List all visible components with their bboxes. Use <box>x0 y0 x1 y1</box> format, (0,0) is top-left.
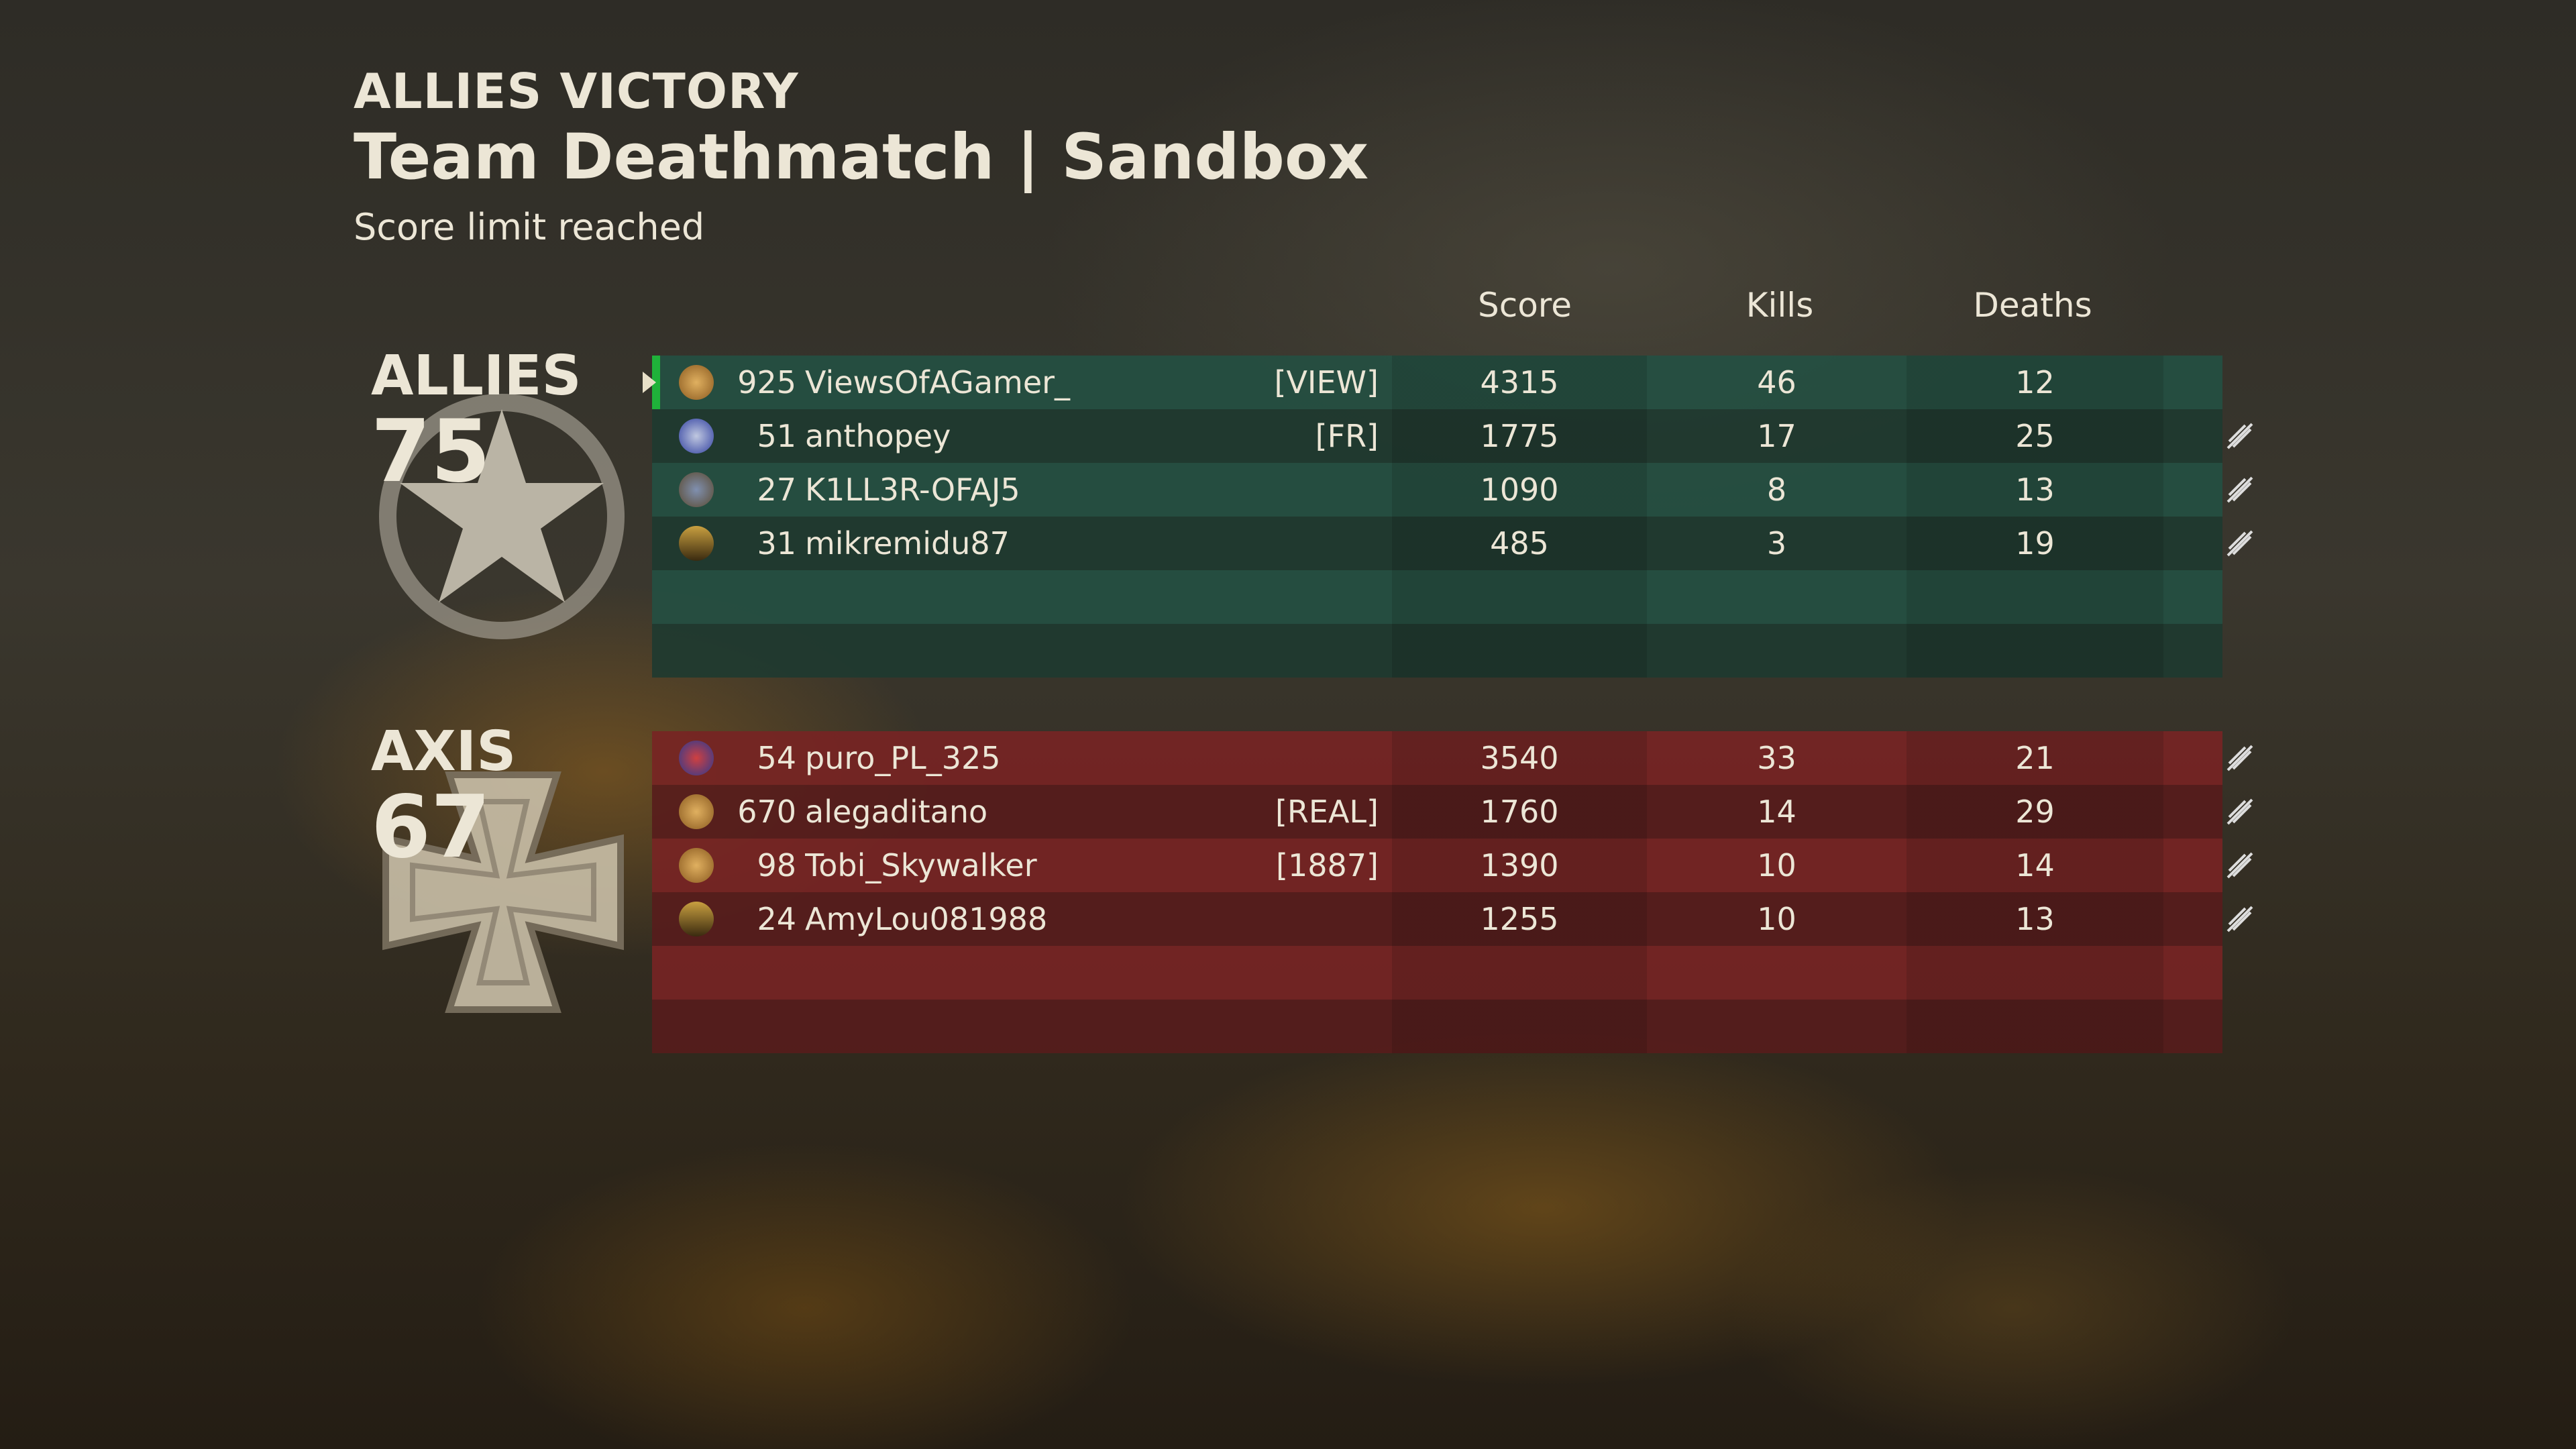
player-score: 1390 <box>1480 847 1559 883</box>
player-clan: [FR] <box>1315 418 1379 454</box>
player-rank: 24 <box>757 901 796 937</box>
player-row[interactable]: 98 Tobi_Skywalker [1887] 1390 10 14 <box>652 839 2253 892</box>
sergeant-chevron-icon <box>679 526 714 561</box>
player-deaths: 25 <box>2015 418 2055 454</box>
allies-scoreboard: 925 ViewsOfAGamer_ [VIEW] 4315 46 12 51 anthope… <box>643 356 2253 678</box>
player-kills: 10 <box>1757 847 1796 883</box>
mute-icon[interactable] <box>2225 529 2255 558</box>
player-kills: 3 <box>1766 525 1787 561</box>
player-kills: 8 <box>1766 472 1787 508</box>
empty-row <box>652 1000 2222 1053</box>
player-kills: 17 <box>1757 418 1796 454</box>
mute-icon[interactable] <box>2225 475 2255 504</box>
prestige-medal-icon <box>679 848 714 883</box>
player-row[interactable]: 27 K1LL3R-OFAJ5 1090 8 13 <box>652 463 2253 517</box>
selection-arrow-icon <box>643 372 656 393</box>
column-kills: Kills <box>1746 286 1814 325</box>
prestige-medal-icon <box>679 794 714 829</box>
player-row[interactable]: 31 mikremidu87 485 3 19 <box>652 517 2253 570</box>
player-name: Tobi_Skywalker <box>805 847 1037 883</box>
player-name: alegaditano <box>805 794 988 830</box>
column-score: Score <box>1477 286 1572 325</box>
player-deaths: 29 <box>2015 794 2055 830</box>
player-row[interactable]: 54 puro_PL_325 3540 33 21 <box>652 731 2253 785</box>
player-kills: 10 <box>1757 901 1796 937</box>
winged-insignia-icon <box>679 472 714 507</box>
match-result: ALLIES VICTORY <box>354 63 799 119</box>
player-clan: [VIEW] <box>1274 364 1379 400</box>
iron-cross-icon <box>382 771 624 1013</box>
player-score: 1775 <box>1480 418 1559 454</box>
player-name: ViewsOfAGamer_ <box>805 364 1071 400</box>
player-clan: [1887] <box>1276 847 1379 883</box>
player-name: K1LL3R-OFAJ5 <box>805 472 1020 508</box>
player-clan <box>1122 892 1379 946</box>
empty-row <box>652 570 2222 624</box>
player-kills: 14 <box>1757 794 1796 830</box>
blue-cross-medal-icon <box>679 419 714 453</box>
player-deaths: 12 <box>2015 364 2055 400</box>
player-row[interactable]: 670 alegaditano [REAL] 1760 14 29 <box>652 785 2253 839</box>
player-deaths: 14 <box>2015 847 2055 883</box>
player-rank: 31 <box>757 525 796 561</box>
player-score: 1090 <box>1480 472 1559 508</box>
axis-team-score: 67 <box>371 777 491 877</box>
player-score: 3540 <box>1480 740 1559 776</box>
player-rank: 54 <box>757 740 796 776</box>
sergeant-chevron-icon <box>679 902 714 936</box>
player-deaths: 19 <box>2015 525 2055 561</box>
prestige-medal-icon <box>679 365 714 400</box>
allies-team-name: ALLIES <box>371 344 582 408</box>
player-row[interactable]: 925 ViewsOfAGamer_ [VIEW] 4315 46 12 <box>643 356 2222 409</box>
player-row[interactable]: 51 anthopey [FR] 1775 17 25 <box>652 409 2253 463</box>
mute-icon[interactable] <box>2225 743 2255 773</box>
player-rank: 925 <box>737 364 796 400</box>
self-indicator <box>652 356 660 409</box>
mute-icon[interactable] <box>2225 851 2255 880</box>
player-score: 4315 <box>1480 364 1559 400</box>
player-row[interactable]: 24 AmyLou081988 1255 10 13 <box>652 892 2253 946</box>
empty-row <box>652 624 2222 678</box>
player-name: puro_PL_325 <box>805 740 1001 776</box>
player-clan <box>1122 463 1379 517</box>
player-clan <box>1122 517 1379 570</box>
player-rank: 98 <box>757 847 796 883</box>
player-clan <box>1122 731 1379 785</box>
axis-team-name: AXIS <box>371 720 517 784</box>
player-score: 1760 <box>1480 794 1559 830</box>
player-rank: 27 <box>757 472 796 508</box>
player-deaths: 13 <box>2015 901 2055 937</box>
match-mode: Team Deathmatch | Sandbox <box>354 121 1369 194</box>
player-rank: 670 <box>737 794 796 830</box>
match-end-reason: Score limit reached <box>354 206 705 248</box>
mute-icon[interactable] <box>2225 904 2255 934</box>
player-rank: 51 <box>757 418 796 454</box>
player-score: 485 <box>1490 525 1549 561</box>
star-icon <box>379 394 625 639</box>
player-deaths: 21 <box>2015 740 2055 776</box>
axis-scoreboard: 54 puro_PL_325 3540 33 21 670 alegaditano [REAL… <box>652 731 2253 1053</box>
column-deaths: Deaths <box>1973 286 2092 325</box>
player-kills: 46 <box>1757 364 1796 400</box>
player-score: 1255 <box>1480 901 1559 937</box>
blue-star-medal-icon <box>679 741 714 775</box>
mute-icon[interactable] <box>2225 797 2255 826</box>
player-name: AmyLou081988 <box>805 901 1048 937</box>
player-kills: 33 <box>1757 740 1796 776</box>
empty-row <box>652 946 2222 1000</box>
player-name: mikremidu87 <box>805 525 1010 561</box>
mute-icon[interactable] <box>2225 421 2255 451</box>
player-deaths: 13 <box>2015 472 2055 508</box>
player-name: anthopey <box>805 418 951 454</box>
allies-team-score: 75 <box>371 402 491 502</box>
player-clan: [REAL] <box>1275 794 1379 830</box>
